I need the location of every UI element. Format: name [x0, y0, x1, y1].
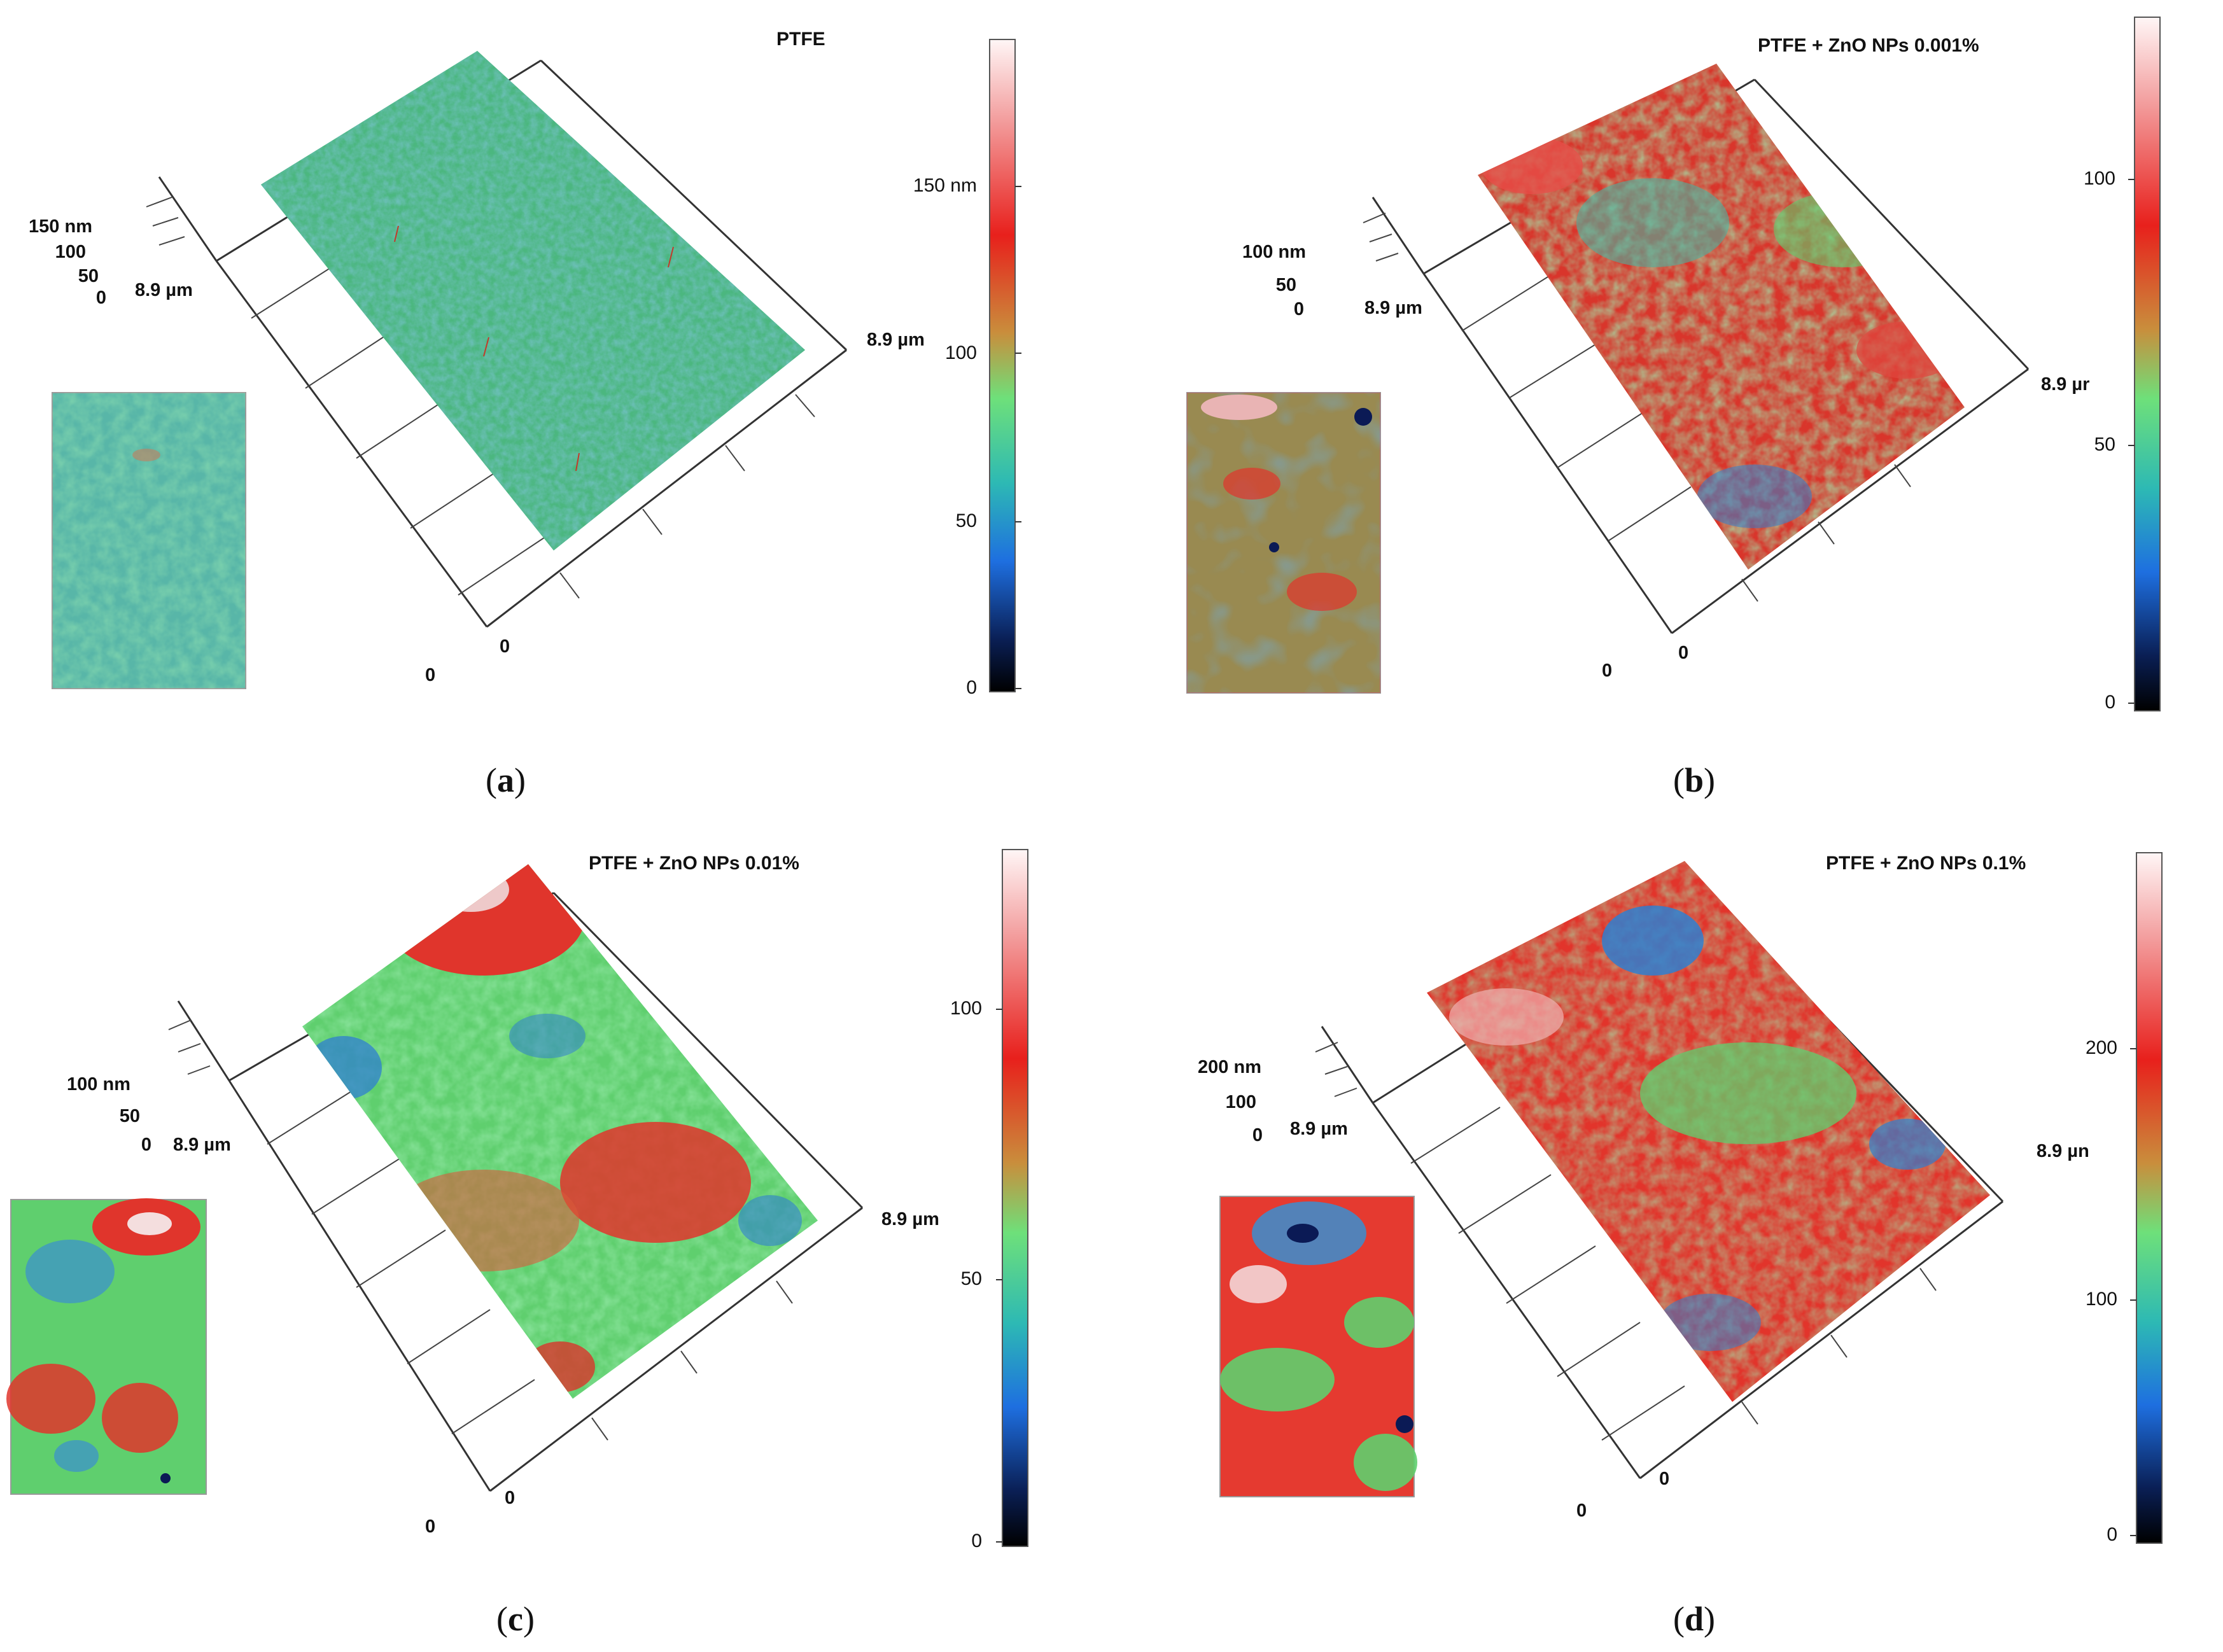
- z-label-zero: 0: [95, 288, 106, 308]
- afm-3d-plot-b: [1186, 17, 2161, 711]
- z-label-top: 100 nm: [67, 1074, 130, 1095]
- colorbar-tick: 50: [2094, 434, 2115, 455]
- panel-title: PTFE + ZnO NPs 0.1%: [1826, 853, 2026, 874]
- inset-map-a: [52, 392, 246, 689]
- afm-3d-plot-c: [6, 849, 1028, 1547]
- colorbar-tick: 0: [971, 1530, 982, 1551]
- z-label-top: 100 nm: [1242, 242, 1306, 262]
- y-extent-label: 8.9 µm: [1290, 1119, 1348, 1139]
- colorbar-tick: 0: [966, 677, 977, 698]
- panel-caption: (b): [1673, 761, 1716, 799]
- inset-map-c: [6, 1198, 207, 1495]
- afm-panel-d: PTFE + ZnO NPs 0.1% 200 nm 100 0 8.9 µm …: [1112, 826, 2223, 1652]
- grid-ticks: [168, 1019, 793, 1441]
- height-surface-c: [302, 864, 818, 1399]
- colorbar-tick: 100: [2085, 1289, 2117, 1310]
- inset-map-b: [1186, 392, 1381, 694]
- afm-3d-plot-a: [52, 39, 1021, 692]
- panel-caption: (a): [486, 761, 526, 799]
- z-label-zero: 0: [1293, 299, 1304, 319]
- origin-label: 0: [425, 665, 436, 685]
- grid-ticks: [1315, 1042, 1937, 1441]
- z-label: 100: [1225, 1092, 1256, 1112]
- panel-caption: (d): [1673, 1600, 1716, 1638]
- colorbar-tick: 0: [2105, 692, 2115, 713]
- afm-panel-c: PTFE + ZnO NPs 0.01% 100 nm 50 0 8.9 µm …: [0, 826, 1111, 1652]
- colorbar-tick: 200: [2085, 1037, 2117, 1058]
- colorbar-tick: 0: [2107, 1524, 2117, 1545]
- origin-label: 0: [505, 1488, 515, 1508]
- afm-panel-b: PTFE + ZnO NPs 0.001% 100 nm 50 0 8.9 µm…: [1112, 0, 2223, 826]
- origin-label: 0: [1576, 1501, 1587, 1521]
- z-label-top: 200 nm: [1198, 1057, 1261, 1077]
- height-surface-b: [1478, 64, 1965, 570]
- z-label: 50: [78, 266, 99, 286]
- y-extent-label: 8.9 µm: [1364, 298, 1422, 318]
- z-label: 50: [119, 1106, 140, 1126]
- panel-title: PTFE: [776, 29, 825, 50]
- x-extent-label: 8.9 µm: [881, 1209, 939, 1229]
- x-extent-label: 8.9 µr: [2041, 374, 2090, 395]
- panel-caption: (c): [496, 1600, 535, 1638]
- panel-title: PTFE + ZnO NPs 0.001%: [1758, 35, 1979, 56]
- y-extent-label: 8.9 µm: [173, 1135, 231, 1155]
- z-label: 50: [1275, 275, 1296, 295]
- afm-3d-plot-d: [1219, 852, 2163, 1544]
- x-extent-label: 8.9 µn: [2037, 1141, 2089, 1161]
- height-surface-d: [1427, 861, 1990, 1402]
- colorbar-tick: 100: [950, 998, 982, 1019]
- origin-label: 0: [500, 636, 510, 657]
- colorbar-tick: 50: [955, 510, 977, 531]
- origin-label: 0: [1659, 1469, 1670, 1489]
- origin-label: 0: [425, 1516, 436, 1537]
- x-extent-label: 8.9 µm: [867, 330, 925, 350]
- panel-title: PTFE + ZnO NPs 0.01%: [589, 853, 799, 874]
- origin-label: 0: [1602, 661, 1613, 681]
- z-label-zero: 0: [1252, 1125, 1263, 1145]
- surface-spikes: [394, 225, 674, 472]
- y-extent-label: 8.9 µm: [135, 280, 193, 300]
- inset-map-d: [1219, 1196, 1417, 1497]
- height-surface-a: [261, 51, 805, 550]
- colorbar-c: [996, 849, 1028, 1547]
- colorbar-a: [989, 39, 1021, 692]
- afm-panel-a: PTFE 150 nm 100 50 0 8.9 µm 8.9 µm 0 0 1…: [0, 0, 1111, 826]
- colorbar-tick: 100: [944, 342, 977, 363]
- origin-label: 0: [1678, 643, 1689, 663]
- z-label: 100: [55, 242, 86, 262]
- colorbar-tick: 50: [960, 1268, 982, 1289]
- colorbar-d: [2130, 852, 2163, 1544]
- colorbar-tick: 150 nm: [913, 175, 977, 196]
- z-label-top: 150 nm: [29, 216, 92, 237]
- grid-ticks: [1363, 213, 1911, 602]
- z-label-zero: 0: [141, 1135, 151, 1155]
- colorbar-b: [2128, 17, 2161, 711]
- colorbar-tick: 100: [2083, 168, 2115, 189]
